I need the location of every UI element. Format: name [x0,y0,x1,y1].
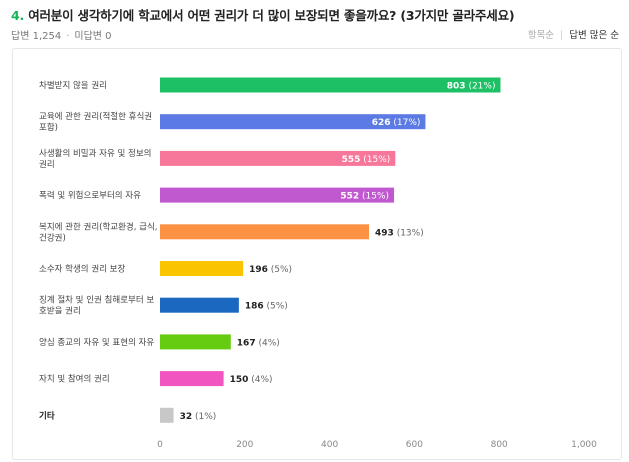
answer-count: 답변 1,254 [11,31,62,42]
x-tick-label: 400 [321,440,338,450]
bar-row: 사생활의 비밀과 자유 및 정보의 권리 555 (15%) [39,148,396,170]
category-label: 폭력 및 위험으로부터의 자유 [39,190,141,201]
question-title: 4. 여러분이 생각하기에 학교에서 어떤 권리가 더 많이 보장되면 좋을까요… [11,5,619,24]
value-label: 803 (21%) [447,82,496,92]
category-label: 징계 절차 및 인권 침해로부터 보 호받을 권리 [39,295,154,317]
bar[interactable] [160,371,224,387]
bar[interactable] [160,261,244,276]
response-meta: 답변 1,254 · 미답변 0 [11,27,112,42]
value-label: 555 (15%) [342,155,391,165]
category-label: 자치 및 참여의 권리 [39,374,110,385]
bar-row: 기타 32 (1%) [39,407,217,423]
sort-separator: | [560,30,564,41]
x-tick-label: 800 [491,440,508,450]
value-label: 626 (17%) [372,118,421,128]
value-label: 32 (1%) [180,412,217,422]
category-label: 차별받지 않을 권리 [39,80,107,91]
x-tick-label: 600 [406,440,423,450]
value-label: 552 (15%) [340,192,389,202]
bar-row: 징계 절차 및 인권 침해로부터 보 호받을 권리 186 (5%) [39,295,288,317]
bar[interactable] [160,334,231,350]
question-header: 4. 여러분이 생각하기에 학교에서 어떤 권리가 더 많이 보장되면 좋을까요… [11,5,619,45]
bar-row: 자치 및 참여의 권리 150 (4%) [39,371,273,387]
category-label: 소수자 학생의 권리 보장 [39,264,125,275]
value-label: 150 (4%) [230,375,273,385]
value-label: 493 (13%) [375,228,424,238]
value-label: 167 (4%) [237,338,280,348]
sort-by-count-button[interactable]: 답변 많은 순 [569,30,619,41]
bar[interactable] [160,297,239,313]
unanswered-count: 미답변 0 [74,31,112,42]
value-label: 186 (5%) [245,302,288,312]
bar[interactable] [160,224,370,240]
sort-by-item-button[interactable]: 항목순 [527,30,555,41]
sort-options: 항목순 | 답변 많은 순 [528,27,619,41]
category-label: 사생활의 비밀과 자유 및 정보의 권리 [39,148,151,170]
x-tick-label: 0 [157,440,163,450]
bar-chart: 차별받지 않을 권리 803 (21%) 교육에 관한 권리(적절한 휴식권 포함) 6… [39,77,597,450]
category-label: 교육에 관한 권리(적절한 휴식권 포함) [39,111,152,133]
category-label: 복지에 관한 권리(학교환경, 급식, 건강권) [39,221,158,243]
bar[interactable] [160,187,395,203]
bar-row: 폭력 및 위험으로부터의 자유 552 (15%) [39,187,395,203]
bar[interactable] [160,77,501,93]
bar[interactable] [160,407,174,423]
question-number: 4. [11,8,25,23]
question-text: 여러분이 생각하기에 학교에서 어떤 권리가 더 많이 보장되면 좋을까요? (… [24,8,515,23]
bar[interactable] [160,114,426,130]
bar-row: 소수자 학생의 권리 보장 196 (5%) [39,261,292,276]
category-label: 기타 [39,410,55,421]
bar-row: 교육에 관한 권리(적절한 휴식권 포함) 626 (17%) [39,111,426,133]
bar-row: 양심 종교의 자유 및 표현의 자유 167 (4%) [39,334,280,350]
bar[interactable] [160,150,396,166]
value-label: 196 (5%) [249,265,292,275]
x-tick-label: 200 [236,440,253,450]
bar-row: 복지에 관한 권리(학교환경, 급식, 건강권) 493 (13%) [39,221,424,243]
bar-row: 차별받지 않을 권리 803 (21%) [39,77,501,93]
chart-card: 차별받지 않을 권리 803 (21%) 교육에 관한 권리(적절한 휴식권 포함) 6… [12,48,622,460]
x-tick-label: 1,000 [571,440,597,450]
category-label: 양심 종교의 자유 및 표현의 자유 [39,337,154,348]
meta-separator: · [66,31,70,42]
